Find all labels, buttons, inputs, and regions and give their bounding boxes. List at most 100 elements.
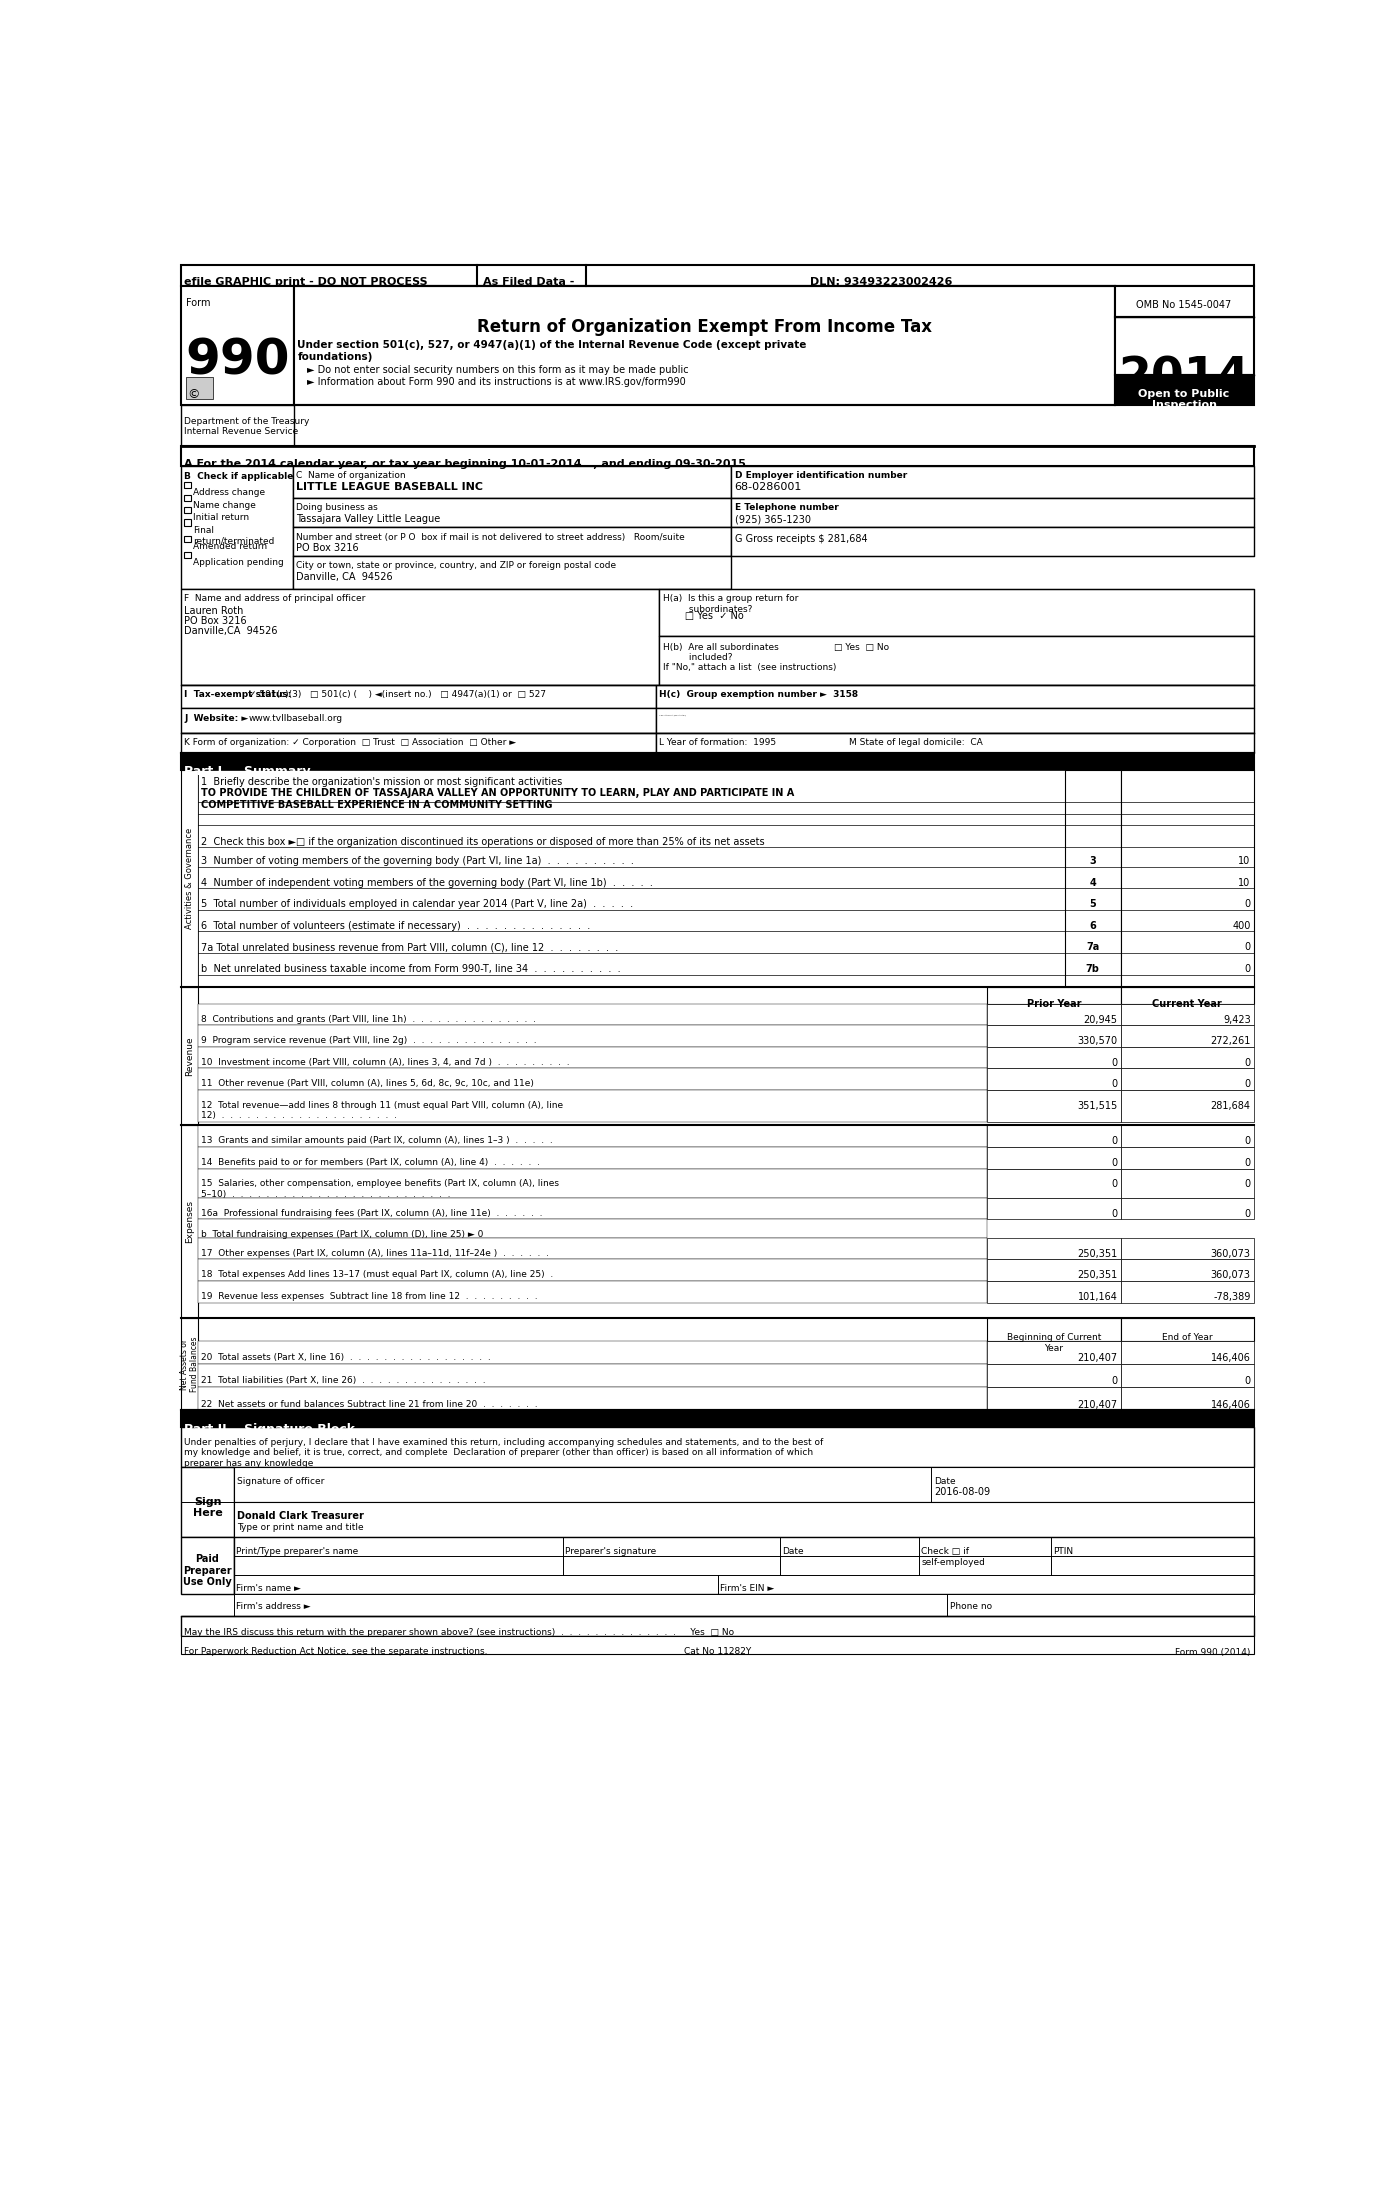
Text: J  Website: ►: J Website: ► xyxy=(185,715,249,723)
Text: 14  Benefits paid to or for members (Part IX, column (A), line 4)  .  .  .  .  .: 14 Benefits paid to or for members (Part… xyxy=(202,1157,540,1166)
Bar xyxy=(199,1388,987,1409)
Text: PO Box 3216: PO Box 3216 xyxy=(295,544,358,552)
Bar xyxy=(293,526,731,555)
Text: Application pending: Application pending xyxy=(193,559,284,568)
Bar xyxy=(185,495,190,502)
Text: PTIN: PTIN xyxy=(1053,1548,1074,1556)
Text: Firm's name ►: Firm's name ► xyxy=(237,1585,301,1594)
Text: Department of the Treasury
Internal Revenue Service: Department of the Treasury Internal Reve… xyxy=(185,416,309,436)
Text: LITTLE LEAGUE BASEBALL INC: LITTLE LEAGUE BASEBALL INC xyxy=(295,482,483,493)
Bar xyxy=(181,406,294,445)
Text: 990: 990 xyxy=(186,335,290,384)
Text: 22  Net assets or fund balances Subtract line 21 from line 20  .  .  .  .  .  . : 22 Net assets or fund balances Subtract … xyxy=(202,1398,538,1409)
Bar xyxy=(1120,1168,1254,1197)
Text: 3: 3 xyxy=(1089,855,1096,866)
Bar xyxy=(659,636,1254,684)
Bar xyxy=(181,1466,234,1537)
Text: 10  Investment income (Part VIII, column (A), lines 3, 4, and 7d )  .  .  .  .  : 10 Investment income (Part VIII, column … xyxy=(202,1059,570,1068)
Bar xyxy=(185,506,190,513)
Bar xyxy=(199,1089,987,1122)
Bar xyxy=(199,1260,987,1280)
Bar xyxy=(199,1048,987,1068)
Bar xyxy=(199,1363,987,1388)
Text: Firm's address ►: Firm's address ► xyxy=(237,1602,311,1611)
Bar xyxy=(1120,1342,1254,1363)
Bar xyxy=(987,1004,1120,1026)
Text: 0: 0 xyxy=(1245,1179,1250,1190)
Text: 2  Check this box ►□ if the organization discontinued its operations or disposed: 2 Check this box ►□ if the organization … xyxy=(202,837,764,848)
Text: 400: 400 xyxy=(1232,921,1250,932)
Bar xyxy=(987,1238,1120,1260)
Text: 360,073: 360,073 xyxy=(1211,1249,1250,1258)
Text: A For the 2014 calendar year, or tax year beginning 10-01-2014   , and ending 09: A For the 2014 calendar year, or tax yea… xyxy=(185,460,746,469)
Bar xyxy=(1120,986,1254,1004)
Text: 4  Number of independent voting members of the governing body (Part VI, line 1b): 4 Number of independent voting members o… xyxy=(202,877,654,888)
Bar xyxy=(987,1048,1120,1068)
Text: 0: 0 xyxy=(1245,1059,1250,1068)
Bar xyxy=(185,482,190,489)
Text: Part II    Signature Block: Part II Signature Block xyxy=(185,1423,356,1436)
Text: 0: 0 xyxy=(1112,1078,1117,1089)
Text: 101,164: 101,164 xyxy=(1078,1291,1117,1302)
Text: 12  Total revenue—add lines 8 through 11 (must equal Part VIII, column (A), line: 12 Total revenue—add lines 8 through 11 … xyxy=(202,1100,563,1120)
Text: 281,684: 281,684 xyxy=(1211,1100,1250,1111)
Text: Firm's EIN ►: Firm's EIN ► xyxy=(720,1585,774,1594)
Bar xyxy=(181,465,293,590)
Text: Amended return: Amended return xyxy=(193,541,267,550)
Text: Initial return: Initial return xyxy=(193,513,249,522)
Text: For Paperwork Reduction Act Notice, see the separate instructions.: For Paperwork Reduction Act Notice, see … xyxy=(185,1648,487,1657)
Bar xyxy=(199,1068,987,1089)
Bar xyxy=(731,465,1254,498)
Text: End of Year: End of Year xyxy=(1162,1333,1212,1342)
Text: Expenses: Expenses xyxy=(185,1201,195,1243)
Bar xyxy=(199,1342,987,1363)
Bar xyxy=(655,732,1254,752)
Bar xyxy=(1065,769,1120,986)
Text: □ Yes  □ No: □ Yes □ No xyxy=(834,642,889,651)
Bar xyxy=(731,526,1254,555)
Bar xyxy=(1120,1089,1254,1122)
Text: -78,389: -78,389 xyxy=(1214,1291,1250,1302)
Text: Doing business as: Doing business as xyxy=(295,504,378,513)
Text: PO Box 3216: PO Box 3216 xyxy=(185,616,246,625)
Bar xyxy=(185,520,190,526)
Text: As Filed Data -: As Filed Data - xyxy=(483,276,575,287)
Bar xyxy=(181,732,655,752)
Bar xyxy=(1120,1238,1254,1260)
Text: 0: 0 xyxy=(1245,943,1250,951)
Bar xyxy=(987,1068,1120,1089)
Text: Form: Form xyxy=(186,298,210,307)
Bar xyxy=(181,1537,234,1594)
Text: 0: 0 xyxy=(1245,1135,1250,1146)
Text: If "No," attach a list  (see instructions): If "No," attach a list (see instructions… xyxy=(664,664,837,673)
Bar xyxy=(181,769,199,986)
Text: I  Tax-exempt status:: I Tax-exempt status: xyxy=(185,690,291,699)
Text: 68-0286001: 68-0286001 xyxy=(735,482,802,493)
Text: 6  Total number of volunteers (estimate if necessary)  .  .  .  .  .  .  .  .  .: 6 Total number of volunteers (estimate i… xyxy=(202,921,591,932)
Bar xyxy=(1120,1388,1254,1409)
Text: 9,423: 9,423 xyxy=(1224,1015,1250,1024)
Bar xyxy=(181,986,199,1124)
Text: b  Total fundraising expenses (Part IX, column (D), line 25) ► 0: b Total fundraising expenses (Part IX, c… xyxy=(202,1230,484,1238)
Text: L Year of formation:  1995: L Year of formation: 1995 xyxy=(659,739,777,747)
Text: 330,570: 330,570 xyxy=(1077,1037,1117,1046)
Bar xyxy=(1120,1048,1254,1068)
Text: Form 990 (2014): Form 990 (2014) xyxy=(1176,1648,1250,1657)
Bar xyxy=(987,1363,1120,1388)
Text: Return of Organization Exempt From Income Tax: Return of Organization Exempt From Incom… xyxy=(477,318,932,338)
Bar xyxy=(185,552,190,559)
Bar xyxy=(1114,375,1254,406)
Text: Date: Date xyxy=(781,1548,804,1556)
Bar xyxy=(293,465,731,498)
Text: Name change: Name change xyxy=(193,502,256,511)
Bar xyxy=(987,1317,1120,1342)
Text: Danville,CA  94526: Danville,CA 94526 xyxy=(185,625,277,636)
Bar xyxy=(655,708,1254,732)
Text: Check □ if
self-employed: Check □ if self-employed xyxy=(921,1548,986,1567)
Text: Donald Clark Treasurer: Donald Clark Treasurer xyxy=(237,1510,364,1521)
Bar xyxy=(1120,1146,1254,1168)
Bar xyxy=(181,708,655,732)
Text: 146,406: 146,406 xyxy=(1211,1398,1250,1409)
Text: ©: © xyxy=(188,388,200,401)
Text: Under penalties of perjury, I declare that I have examined this return, includin: Under penalties of perjury, I declare th… xyxy=(185,1438,823,1469)
